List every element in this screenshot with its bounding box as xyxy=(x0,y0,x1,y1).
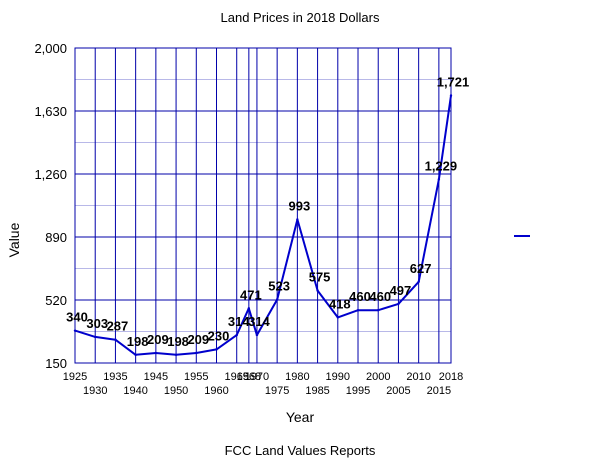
data-label: 209 xyxy=(147,332,169,347)
data-label: 460 xyxy=(349,289,371,304)
data-point xyxy=(114,338,117,341)
data-label: 303 xyxy=(86,316,108,331)
x-tick-label: 1970 xyxy=(245,371,269,383)
data-labels: 3403032871982091982092303144713145239935… xyxy=(66,75,469,349)
x-tick-label: 1930 xyxy=(83,385,107,397)
data-point xyxy=(356,309,360,312)
data-point xyxy=(275,298,279,301)
x-tick-label: 2018 xyxy=(439,371,463,383)
x-tick-label: 1960 xyxy=(204,385,228,397)
data-label: 198 xyxy=(127,334,149,349)
data-label: 993 xyxy=(289,198,311,213)
x-tick-label: 1975 xyxy=(265,385,289,397)
y-tick-label: 1,260 xyxy=(34,167,67,182)
y-tick-label: 890 xyxy=(45,230,67,245)
data-point xyxy=(195,351,198,355)
data-label: 523 xyxy=(268,278,290,293)
x-tick-label: 1985 xyxy=(305,385,329,397)
x-tick-label: 1995 xyxy=(346,385,370,397)
x-tick-label: 1945 xyxy=(144,371,168,383)
y-tick-label: 2,000 xyxy=(34,41,67,56)
data-point xyxy=(247,307,251,310)
x-tick-label: 2000 xyxy=(366,371,390,383)
data-point xyxy=(449,94,453,97)
x-tick-label: 1990 xyxy=(326,371,350,383)
data-point xyxy=(235,333,238,337)
data-point xyxy=(437,178,441,181)
data-point xyxy=(154,351,158,355)
data-point xyxy=(397,302,400,306)
x-tick-label: 2010 xyxy=(406,371,430,383)
data-label: 418 xyxy=(329,296,351,311)
data-point xyxy=(73,329,77,332)
y-tick-label: 150 xyxy=(45,356,67,371)
data-point xyxy=(174,353,178,357)
data-label: 198 xyxy=(167,334,189,349)
data-label: 209 xyxy=(187,332,209,347)
data-label: 1,229 xyxy=(425,158,458,173)
data-label: 460 xyxy=(369,289,391,304)
y-tick-label: 1,630 xyxy=(34,104,67,119)
data-point xyxy=(134,353,137,357)
x-tick-label: 1968 xyxy=(237,371,261,383)
data-point xyxy=(336,316,339,319)
y-axis-label: Value xyxy=(6,222,22,257)
data-point xyxy=(417,280,420,283)
x-tick-label: 2015 xyxy=(427,385,451,397)
x-tick-label: 1935 xyxy=(103,371,127,383)
data-label: 1,721 xyxy=(437,75,470,90)
x-tick-label: 1965 xyxy=(224,371,248,383)
data-label: 287 xyxy=(107,319,129,334)
x-tick-label: 1925 xyxy=(63,371,87,383)
data-point xyxy=(94,335,97,339)
data-label: 497 xyxy=(390,283,412,298)
data-label: 314 xyxy=(248,314,270,329)
x-tick-label: 1955 xyxy=(184,371,208,383)
x-tick-label: 1940 xyxy=(123,385,147,397)
data-point xyxy=(215,348,218,351)
series-layer xyxy=(73,94,453,357)
data-label: 627 xyxy=(410,261,432,276)
data-label: 314 xyxy=(228,314,250,329)
data-label: 340 xyxy=(66,310,88,325)
x-tick-label: 1980 xyxy=(285,371,309,383)
data-label: 575 xyxy=(309,270,331,285)
y-axis-ticks: 2,000 1,630 1,260 890 520 150 xyxy=(34,41,67,371)
plot-frame xyxy=(74,47,452,364)
grid xyxy=(74,47,452,364)
chart-title: Land Prices in 2018 Dollars xyxy=(221,10,380,25)
chart-footer: FCC Land Values Reports xyxy=(225,443,376,458)
x-tick-label: 1950 xyxy=(164,385,188,397)
data-label: 471 xyxy=(240,287,262,302)
x-tick-label: 2005 xyxy=(386,385,410,397)
data-point xyxy=(296,218,299,221)
data-point xyxy=(255,333,259,337)
data-point xyxy=(377,309,380,312)
data-label: 230 xyxy=(208,328,230,343)
x-axis-label: Year xyxy=(286,409,315,425)
y-tick-label: 520 xyxy=(45,293,67,308)
x-axis-ticks: 1925 1930 1935 1940 1945 1950 1955 1960 19651968… xyxy=(63,371,463,397)
data-point xyxy=(316,289,319,292)
